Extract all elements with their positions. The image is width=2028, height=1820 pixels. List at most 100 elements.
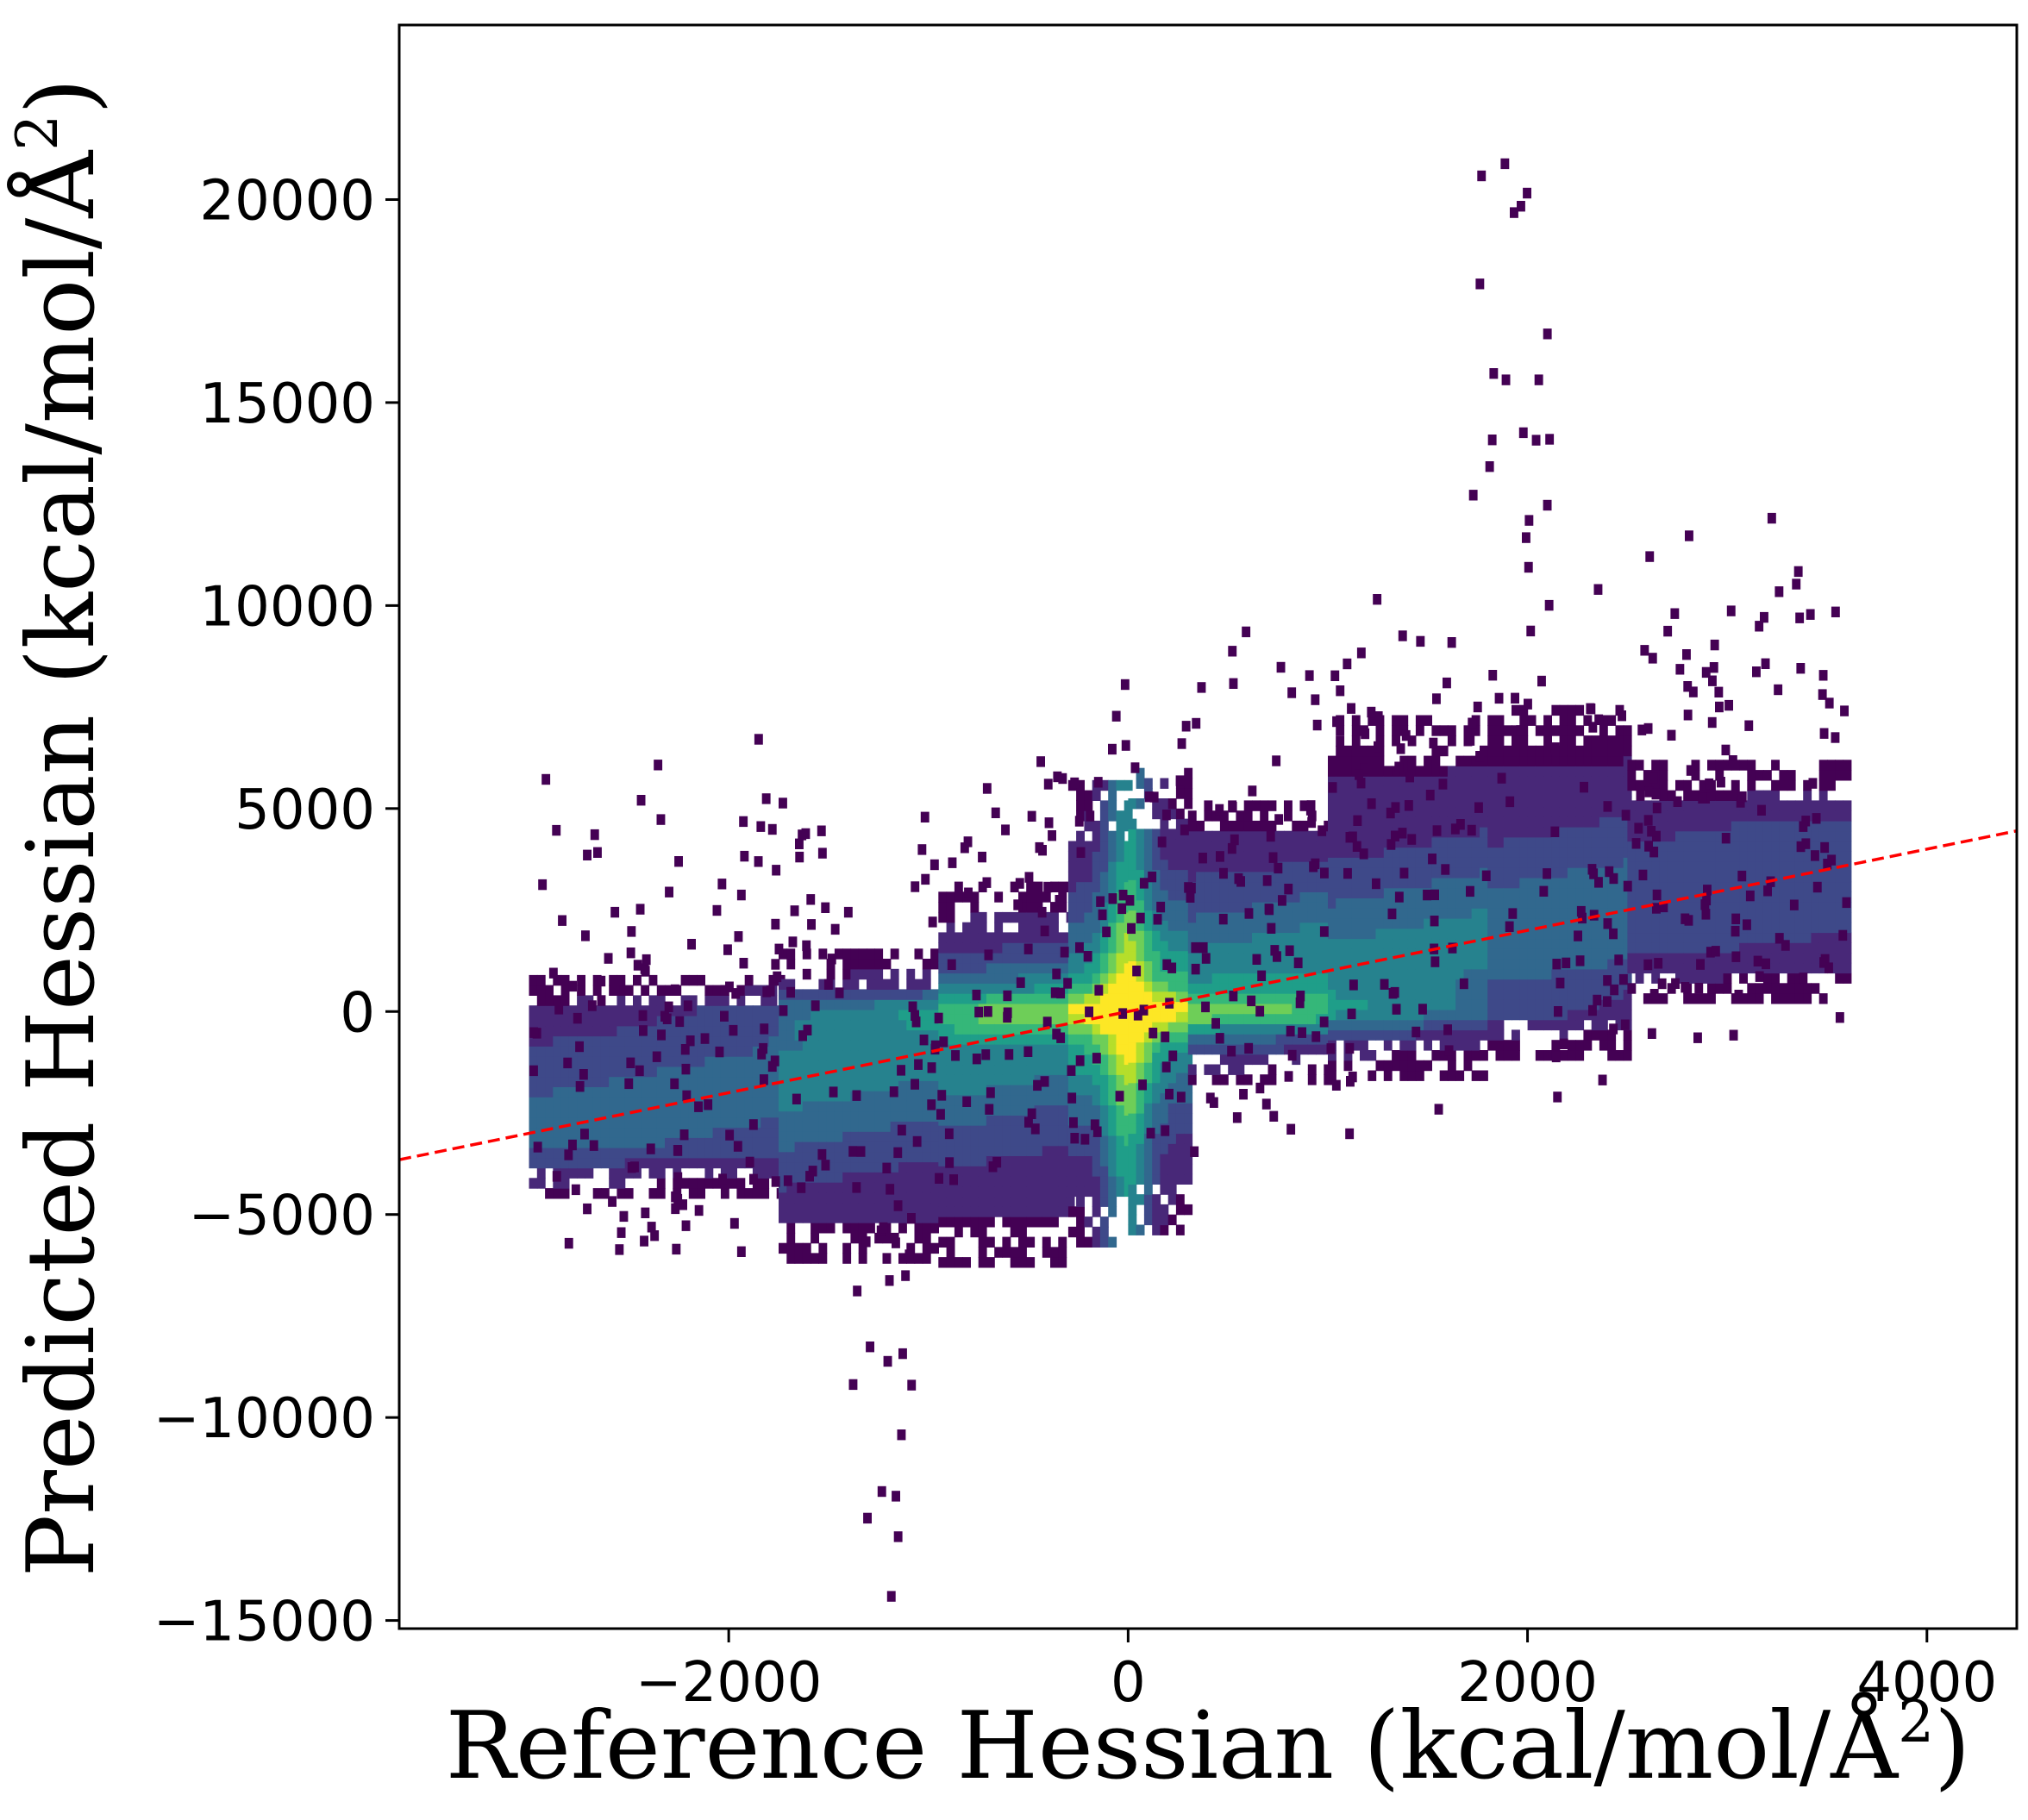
density-cell [1591,816,1600,828]
density-cell [874,999,884,1010]
density-cell [1211,911,1221,923]
density-cell [656,1005,666,1016]
density-cell [1136,1194,1145,1205]
density-cell [704,995,714,1006]
density-cell [1794,932,1804,943]
density-cell [1175,869,1185,880]
density-cell [1108,932,1117,943]
density-cell [1108,779,1117,791]
density-cell [786,1202,796,1213]
density-cell [890,1161,899,1173]
density-cell [970,922,980,934]
density-cell [978,973,987,984]
density-cell [1399,715,1409,726]
density-outlier-cell [886,1184,895,1195]
density-cell [802,1050,811,1061]
density-cell [1252,800,1261,811]
density-cell [1667,962,1676,974]
density-cell [1260,841,1269,852]
density-cell [1268,871,1277,883]
density-cell [1092,1104,1101,1116]
density-cell [1050,942,1059,954]
density-cell [978,953,987,964]
density-cell [794,1009,804,1021]
density-cell [1559,806,1568,817]
density-outlier-cell [1524,698,1532,710]
density-cell [1635,779,1644,791]
density-cell [1026,983,1036,994]
density-cell [1160,971,1169,982]
density-cell [1175,1001,1185,1012]
density-cell [1392,715,1400,726]
density-cell [842,1151,852,1163]
density-cell [882,1172,892,1183]
density-outlier-cell [1793,566,1803,578]
density-cell [673,1116,682,1129]
density-cell [1284,922,1293,934]
density-cell [1383,1019,1393,1031]
density-cell [1010,1216,1019,1228]
density-cell [1360,928,1368,940]
density-cell [818,1019,828,1031]
density-cell [1084,1104,1093,1116]
density-cell [1415,968,1424,980]
density-cell [1108,1196,1117,1207]
density-cell [842,1070,852,1081]
density-cell [592,1005,602,1016]
density-cell [1559,836,1568,848]
density-cell [1755,871,1764,883]
density-cell [1018,1216,1027,1228]
density-cell [1034,1206,1043,1217]
density-cell [1683,800,1693,811]
density-cell [834,1131,843,1142]
density-cell [1160,1173,1169,1185]
density-cell [1399,1050,1409,1061]
density-cell [1827,881,1836,892]
density-cell [1794,993,1804,1004]
density-cell [1328,1070,1336,1081]
density-cell [1591,917,1600,929]
density-cell [946,983,955,994]
density-cell [1196,962,1205,974]
density-outlier-cell [681,1220,691,1231]
density-cell [962,1185,971,1198]
density-cell [850,1060,860,1072]
density-cell [1747,820,1756,832]
density-cell [1431,785,1441,797]
density-cell [1084,1074,1093,1085]
density-cell [720,1188,729,1199]
density-cell [1136,869,1145,880]
density-cell [1136,1133,1145,1144]
density-cell [818,1223,828,1234]
density-cell [1471,938,1480,949]
density-cell [1480,796,1488,808]
density-cell [1659,993,1668,1004]
density-cell [1543,725,1552,736]
density-cell [850,1172,860,1183]
density-cell [1076,871,1085,883]
density-cell [1575,827,1585,838]
density-cell [1018,1104,1027,1116]
density-cell [1591,827,1600,838]
density-cell [1583,959,1593,970]
density-cell [890,1121,899,1132]
density-cell [1747,953,1756,964]
density-cell [1299,881,1309,892]
density-cell [1343,908,1353,919]
density-outlier-cell [1618,710,1626,722]
density-cell [1794,983,1804,994]
density-cell [1787,810,1796,822]
density-cell [729,1035,737,1047]
density-cell [1591,806,1600,817]
density-cell [553,1188,562,1199]
density-cell [994,993,1004,1004]
density-cell [1034,1054,1043,1066]
density-cell [1455,938,1465,949]
density-cell [680,1076,690,1087]
density-cell [850,979,860,990]
density-cell [1591,979,1600,990]
density-cell [1184,1154,1193,1165]
density-cell [1260,830,1269,842]
density-cell [1002,911,1011,923]
density-outlier-cell [633,960,642,971]
